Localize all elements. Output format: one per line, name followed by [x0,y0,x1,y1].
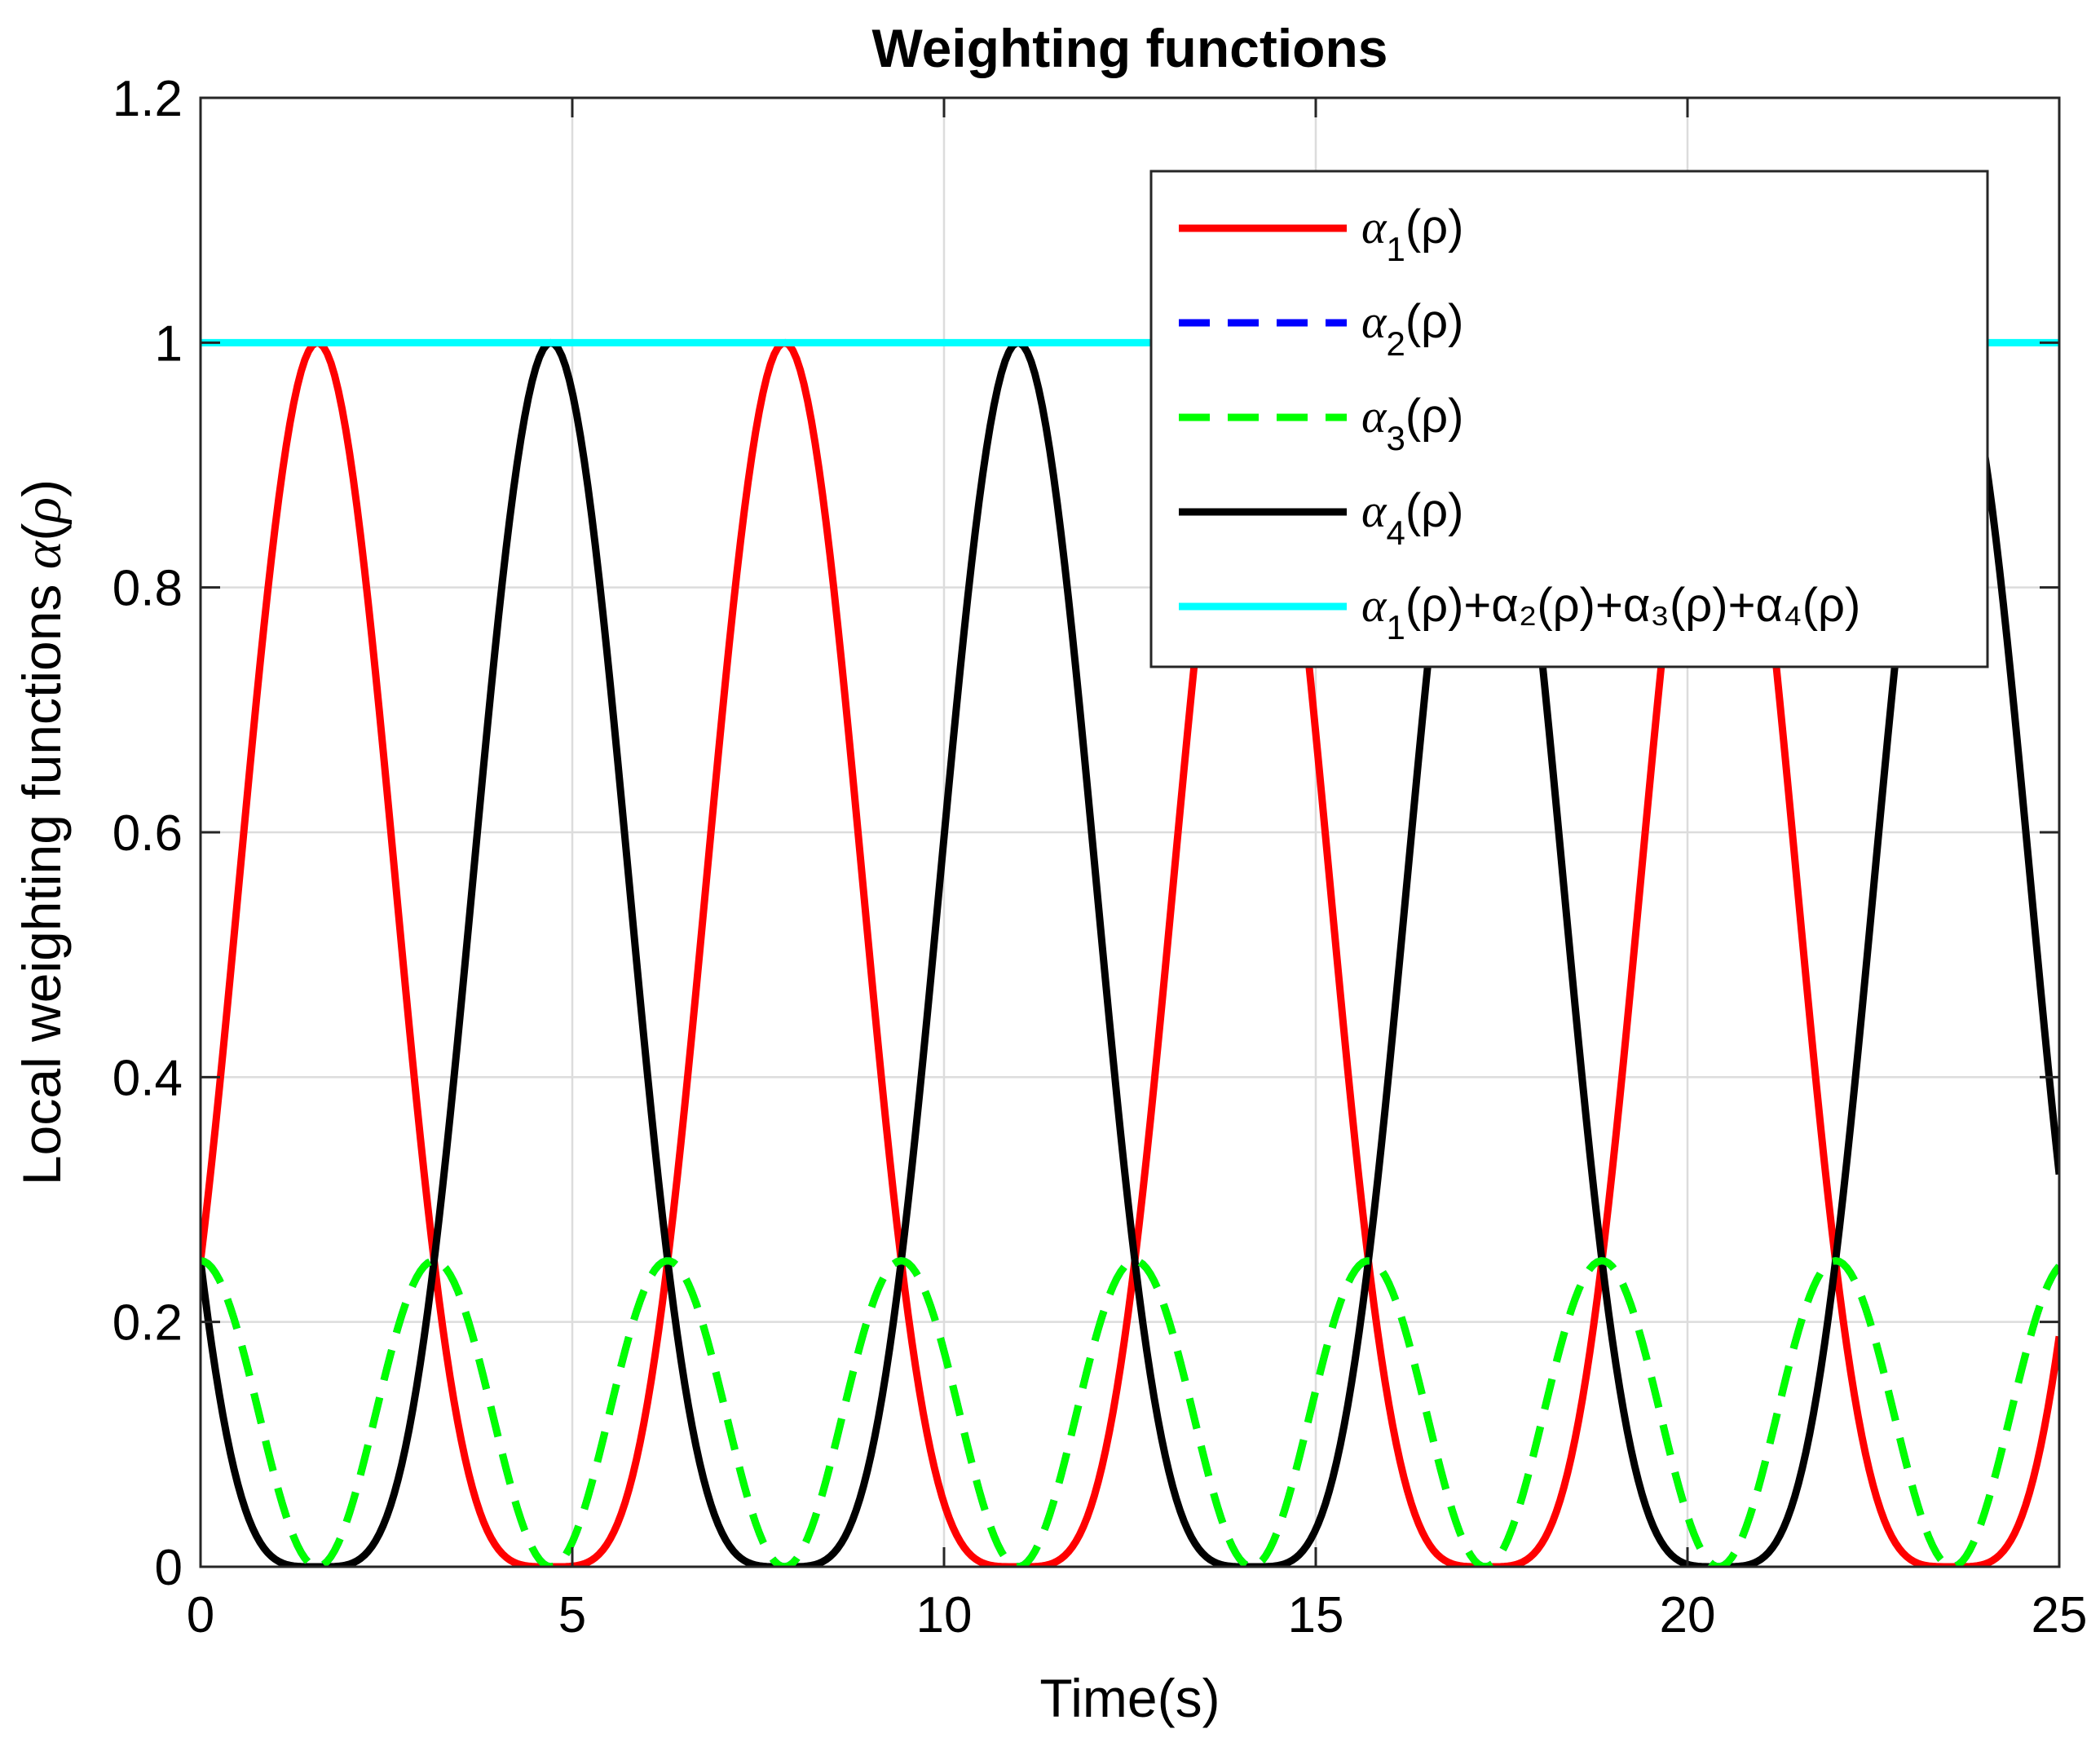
y-tick-label: 0.6 [112,805,183,862]
y-axis-label: Local weighting functions α(ρ) [11,479,73,1185]
y-tick-label: 1.2 [112,71,183,127]
axis-ticks [199,96,2061,1568]
y-tick-label: 0.2 [112,1295,183,1352]
x-tick-label: 15 [1288,1587,1344,1643]
legend-label-3: α3(ρ) [1361,390,1463,457]
x-tick-label: 5 [558,1587,586,1643]
legend: α1(ρ) α2(ρ) α3(ρ) α4(ρ) α1(ρ)+α₂(ρ)+α₃(ρ)+α₄… [1149,170,1989,668]
series-line-4 [201,338,2059,1567]
y-tick-label: 0.8 [112,561,183,617]
series-line-3 [201,1257,2059,1567]
x-axis-label: Time(s) [1039,1668,1220,1728]
legend-label-1: α1(ρ) [1361,201,1463,268]
y-tick-label: 0 [155,1540,183,1596]
x-tick-label: 0 [187,1587,214,1643]
legend-label-4: α4(ρ) [1361,484,1463,552]
y-tick-label: 1 [155,315,183,372]
x-tick-label: 10 [916,1587,973,1643]
legend-label-5: α1(ρ)+α₂(ρ)+α₃(ρ)+α₄(ρ) [1361,579,1860,646]
x-tick-label: 25 [2032,1587,2088,1643]
tick-labels: 0 5 10 15 20 25 0 0.2 0.4 0.6 0.8 1 1.2 [112,71,2088,1643]
y-tick-label: 0.4 [112,1050,183,1106]
chart-title: Weighting functions [871,18,1388,78]
legend-label-2: α2(ρ) [1361,295,1463,363]
x-tick-label: 20 [1660,1587,1716,1643]
